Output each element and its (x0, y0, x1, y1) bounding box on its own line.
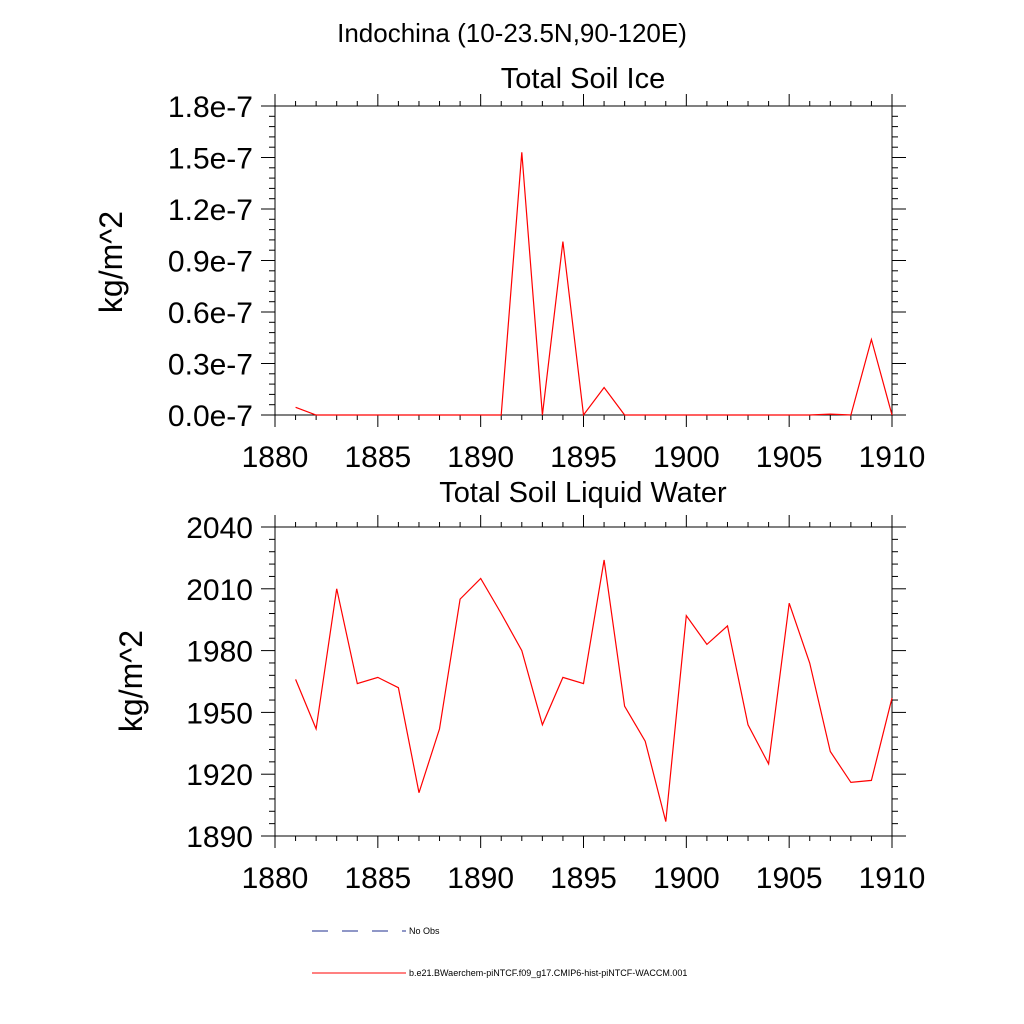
y-tick-label: 0.3e-7 (168, 349, 253, 382)
y-tick-label: 1920 (186, 759, 253, 792)
panel-total-soil-liquid-water: Total Soil Liquid Water kg/m^2 189019201… (113, 477, 925, 895)
panel-title: Total Soil Liquid Water (439, 477, 727, 509)
y-tick-label: 2040 (186, 512, 253, 545)
y-tick-label: 0.9e-7 (168, 246, 253, 279)
x-tick-label: 1905 (756, 441, 823, 474)
series-line (295, 559, 893, 822)
legend-series-label: b.e21.BWaerchem-piNTCF.f09_g17.CMIP6-his… (409, 968, 687, 978)
x-tick-label: 1885 (344, 862, 411, 895)
x-tick-label: 1910 (859, 862, 926, 895)
x-tick-label: 1885 (344, 441, 411, 474)
x-tick-label: 1890 (447, 441, 514, 474)
y-tick-labels: 0.0e-7 0.3e-7 0.6e-7 0.9e-7 1.2e-7 1.5e-7 1.8e… (168, 91, 253, 433)
y-tick-label: 1.2e-7 (168, 194, 253, 227)
x-tick-labels: 1880 1885 1890 1895 1900 1905 1910 (242, 441, 926, 474)
legend: No Obs b.e21.BWaerchem-piNTCF.f09_g17.CM… (312, 926, 687, 978)
y-tick-label: 1980 (186, 636, 253, 669)
y-tick-label: 1950 (186, 697, 253, 730)
y-tick-labels: 1890 1920 1950 1980 2010 2040 (186, 512, 253, 854)
x-tick-label: 1890 (447, 862, 514, 895)
x-tick-label: 1895 (550, 862, 617, 895)
panel-total-soil-ice: Total Soil Ice kg/m^2 0.0e-7 0.3e-7 0.6e-7… (93, 63, 925, 474)
y-tick-label: 1.8e-7 (168, 91, 253, 124)
plot-frame (274, 105, 893, 416)
series-lines (295, 152, 893, 417)
series-lines (295, 559, 893, 822)
y-axis-label: kg/m^2 (113, 630, 149, 732)
x-tick-label: 1895 (550, 441, 617, 474)
y-axis-label: kg/m^2 (93, 211, 129, 313)
series-line (295, 152, 893, 417)
x-tick-label: 1900 (653, 441, 720, 474)
y-tick-label: 0.6e-7 (168, 297, 253, 330)
x-tick-label: 1900 (653, 862, 720, 895)
axis-ticks (261, 94, 906, 427)
x-tick-labels: 1880 1885 1890 1895 1900 1905 1910 (242, 862, 926, 895)
legend-noobs-label: No Obs (409, 926, 440, 936)
panel-title: Total Soil Ice (501, 63, 665, 95)
x-tick-label: 1905 (756, 862, 823, 895)
y-tick-label: 0.0e-7 (168, 400, 253, 433)
page-title: Indochina (10-23.5N,90-120E) (337, 18, 687, 48)
y-tick-label: 2010 (186, 574, 253, 607)
y-tick-label: 1890 (186, 821, 253, 854)
x-tick-label: 1910 (859, 441, 926, 474)
y-tick-label: 1.5e-7 (168, 143, 253, 176)
axis-ticks (261, 515, 906, 848)
x-tick-label: 1880 (242, 862, 309, 895)
x-tick-label: 1880 (242, 441, 309, 474)
